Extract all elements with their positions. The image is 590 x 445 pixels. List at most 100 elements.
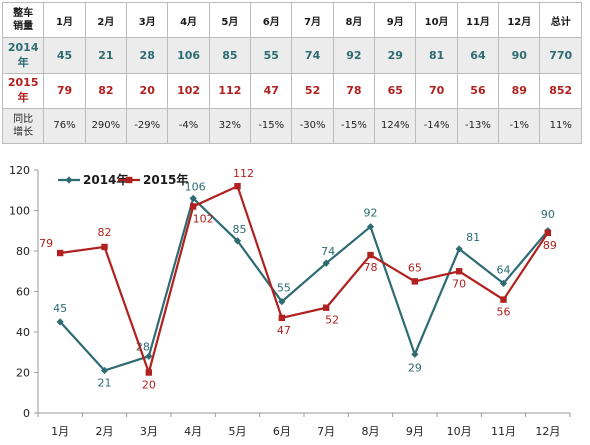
y-tick-label: 100 [9,205,30,218]
y-tick-label: 80 [16,245,30,258]
data-point-marker [56,249,64,257]
line-chart: 0 20 40 60 80 100 120 1月 2月 3月 4月 5月 6月 7月 8月 9月 10月 11月 1… [9,164,571,438]
data-label: 89 [543,239,557,252]
data-point-marker [367,251,374,259]
cell-2015-month-6: 47 [250,72,293,109]
cell-2015-month-7: 52 [291,72,334,109]
data-label: 45 [53,302,67,315]
cell-2015-month-12: 89 [498,72,541,109]
legend-marker [65,176,73,184]
legend-label: 2014年 [83,172,128,187]
header-month-4: 4月 [167,1,210,39]
data-point-marker [455,245,463,253]
data-label: 52 [325,314,339,327]
x-tick-label: 2月 [96,425,114,438]
data-label: 82 [98,226,112,239]
cell-growth-month-8: -15% [332,107,376,145]
data-label: 55 [277,282,291,295]
header-month-1: 1月 [43,1,86,39]
table-header-row: 整车 销量 1月 2月 3月 4月 5月 6月 7月 8月 9月 10月 11月 … [1,1,582,39]
data-label: 81 [466,231,480,244]
y-tick-label: 20 [16,367,30,380]
data-point-marker [455,268,463,275]
y-tick-label: 0 [23,407,30,420]
header-month-10: 10月 [415,1,458,39]
cell-2014-total: 770 [539,37,582,74]
data-point-marker [56,318,64,326]
corner-label-line2: 销量 [13,21,34,33]
cell-2015-month-2: 82 [84,72,128,109]
data-point-marker [145,369,153,376]
header-month-11: 11月 [456,1,500,39]
cell-2014-month-1: 45 [43,37,86,74]
cell-growth-month-11: -13% [456,107,500,145]
cell-2014-month-5: 85 [208,37,252,74]
legend-label: 2015年 [143,172,188,187]
x-tick-label: 10月 [447,425,472,438]
data-point-marker [233,237,242,245]
table-row-2015: 2015年 79 82 20 102 112 47 52 78 65 70 56… [1,72,582,109]
x-tick-label: 3月 [140,425,158,438]
data-label: 112 [233,167,254,180]
data-point-marker [100,366,109,375]
data-point-marker [322,304,330,311]
header-month-7: 7月 [291,1,334,39]
data-point-marker [234,183,241,190]
cell-2014-month-6: 55 [250,37,293,74]
cell-growth-total: 11% [539,107,582,145]
cell-2014-month-7: 74 [291,37,334,74]
cell-2015-month-4: 102 [167,72,210,109]
cell-growth-month-4: -4% [167,107,210,145]
data-label: 92 [364,207,378,220]
x-tick-label: 7月 [317,425,335,438]
data-label: 74 [321,245,335,258]
cell-growth-month-12: -1% [498,107,541,145]
data-label: 106 [185,180,206,193]
cell-2014-month-2: 21 [84,37,128,74]
data-label: 29 [408,361,422,374]
data-label: 56 [497,306,511,319]
data-label: 78 [364,261,378,274]
header-month-9: 9月 [374,1,417,39]
x-tick-label: 1月 [51,425,69,438]
cell-growth-month-9: 124% [374,107,417,145]
cell-2014-month-12: 90 [498,37,541,74]
data-label: 85 [233,223,247,236]
y-tick-label: 120 [9,164,30,177]
cell-2014-month-8: 92 [332,37,376,74]
cell-2015-month-1: 79 [43,72,86,109]
series-line-1 [60,184,549,377]
data-point-marker [366,223,375,231]
series-line-0 [59,196,549,372]
data-point-marker [500,296,507,303]
data-label: 90 [541,208,555,221]
y-tick-label: 40 [16,326,30,339]
data-label: 79 [39,237,53,250]
header-month-3: 3月 [126,1,169,39]
header-month-8: 8月 [332,1,376,39]
cell-growth-month-3: -29% [126,107,169,145]
row-label-2014: 2014年 [1,37,45,74]
x-tick-label: 11月 [491,425,516,438]
data-label: 64 [497,263,511,276]
data-label: 70 [452,277,466,290]
data-point-marker [278,314,286,322]
cell-growth-month-10: -14% [415,107,458,145]
x-tick-label: 8月 [362,425,380,438]
data-label: 47 [277,324,291,337]
data-point-marker [411,278,419,285]
cell-2014-month-9: 29 [374,37,417,74]
x-tick-label: 9月 [406,425,424,438]
growth-label-line2: 增长 [13,126,34,138]
corner-label-line1: 整车 [13,8,34,20]
cell-2015-month-3: 20 [126,72,169,109]
cell-2015-month-9: 65 [374,72,417,109]
cell-2015-month-5: 112 [208,72,252,109]
x-tick-label: 4月 [184,425,202,438]
cell-2015-month-10: 70 [415,72,458,109]
table-row-growth: 同比 增长 76% 290% -29% -4% 32% -15% -30% -15… [1,107,582,145]
header-total: 总计 [539,1,582,39]
cell-2014-month-4: 106 [167,37,210,74]
data-point-marker [189,203,197,210]
header-month-6: 6月 [250,1,293,39]
